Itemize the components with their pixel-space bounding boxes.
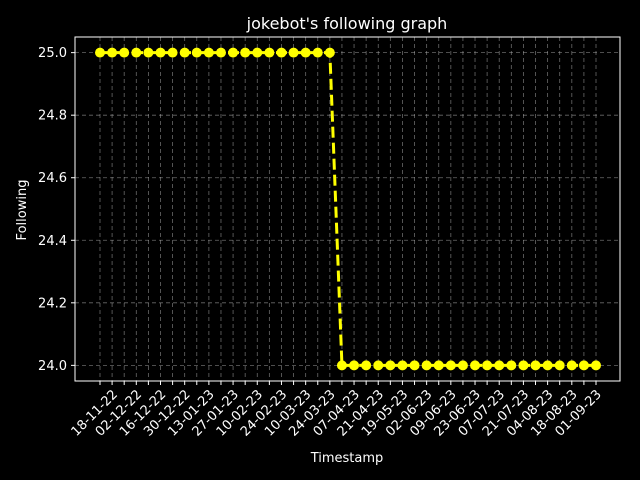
data-point bbox=[566, 360, 577, 371]
data-point bbox=[445, 360, 456, 371]
data-point bbox=[288, 47, 299, 58]
data-point bbox=[155, 47, 166, 58]
data-point bbox=[228, 47, 239, 58]
data-point bbox=[215, 47, 226, 58]
data-point bbox=[494, 360, 505, 371]
data-point bbox=[554, 360, 565, 371]
data-point bbox=[421, 360, 432, 371]
data-point bbox=[191, 47, 202, 58]
y-tick-label: 24.4 bbox=[38, 234, 67, 249]
data-point bbox=[361, 360, 372, 371]
y-tick-label: 24.6 bbox=[38, 171, 67, 186]
data-point bbox=[433, 360, 444, 371]
data-point bbox=[300, 47, 311, 58]
y-tick-label: 24.0 bbox=[38, 359, 67, 374]
data-point bbox=[143, 47, 154, 58]
data-point bbox=[506, 360, 517, 371]
data-point bbox=[167, 47, 178, 58]
data-point bbox=[470, 360, 481, 371]
data-point bbox=[397, 360, 408, 371]
chart-title: jokebot's following graph bbox=[246, 14, 448, 33]
data-point bbox=[385, 360, 396, 371]
grid bbox=[75, 37, 620, 381]
data-point bbox=[252, 47, 263, 58]
data-point bbox=[203, 47, 214, 58]
y-tick-label: 24.8 bbox=[38, 109, 67, 124]
data-point bbox=[119, 47, 130, 58]
data-point bbox=[95, 47, 105, 58]
data-point bbox=[336, 360, 347, 371]
data-point bbox=[373, 360, 384, 371]
data-point bbox=[324, 47, 335, 58]
plot-area-frame bbox=[74, 36, 621, 382]
data-point bbox=[409, 360, 420, 371]
series-layer bbox=[95, 47, 601, 371]
data-point bbox=[107, 47, 118, 58]
data-point bbox=[240, 47, 251, 58]
data-point bbox=[312, 47, 323, 58]
data-point bbox=[131, 47, 142, 58]
data-point bbox=[264, 47, 275, 58]
y-tick-label: 25.0 bbox=[38, 46, 67, 61]
data-point bbox=[482, 360, 493, 371]
data-point bbox=[591, 360, 601, 371]
data-point bbox=[276, 47, 287, 58]
data-point bbox=[457, 360, 468, 371]
data-point bbox=[578, 360, 589, 371]
data-point bbox=[349, 360, 360, 371]
data-point bbox=[179, 47, 190, 58]
y-axis-label: Following bbox=[15, 180, 30, 241]
data-point bbox=[530, 360, 541, 371]
x-axis-label: Timestamp bbox=[310, 451, 384, 466]
y-tick-label: 24.2 bbox=[38, 296, 67, 311]
data-point bbox=[542, 360, 553, 371]
data-point bbox=[518, 360, 529, 371]
